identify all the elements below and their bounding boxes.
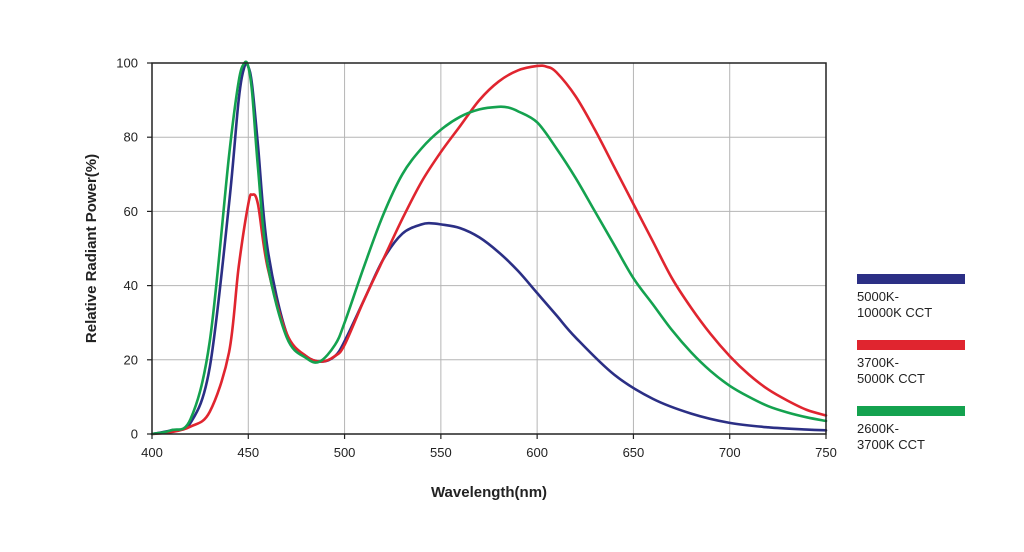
x-tick-label: 650 [623, 445, 645, 460]
legend-label-2: 3700K- [857, 355, 899, 370]
x-axis-title: Wavelength(nm) [431, 484, 547, 501]
legend-label-1: 10000K CCT [857, 305, 932, 320]
legend-label-3: 2600K- [857, 421, 899, 436]
x-tick-label: 750 [815, 445, 837, 460]
series-line-3 [150, 60, 828, 436]
x-tick-label: 550 [430, 445, 452, 460]
legend-swatch-3 [857, 406, 965, 416]
x-tick-label: 450 [237, 445, 259, 460]
legend-label-1: 5000K- [857, 289, 899, 304]
legend-swatch-2 [857, 340, 965, 350]
y-tick-label: 100 [116, 56, 138, 71]
legend-label-3: 3700K CCT [857, 437, 925, 452]
legend: 5000K-10000K CCT 3700K-5000K CCT 2600K-370… [857, 274, 965, 452]
legend-swatch-1 [857, 274, 965, 284]
plot-area-frame [151, 62, 827, 435]
axis-ticks: 400 450 500 550 600 650 700 750 0 20 40 60 80 100 [116, 56, 837, 461]
x-tick-label: 400 [141, 445, 163, 460]
x-tick-label: 500 [334, 445, 356, 460]
y-tick-label: 20 [124, 352, 138, 367]
y-tick-label: 40 [124, 278, 138, 293]
y-tick-label: 0 [131, 427, 138, 442]
series-line-2 [150, 64, 828, 436]
grid-lines [152, 63, 826, 434]
y-tick-label: 80 [124, 130, 138, 145]
x-tick-label: 700 [719, 445, 741, 460]
legend-label-2: 5000K CCT [857, 371, 925, 386]
y-tick-label: 60 [124, 204, 138, 219]
y-axis-title: Relative Radiant Power(%) [83, 154, 100, 343]
x-tick-label: 600 [526, 445, 548, 460]
series-lines [150, 60, 828, 436]
